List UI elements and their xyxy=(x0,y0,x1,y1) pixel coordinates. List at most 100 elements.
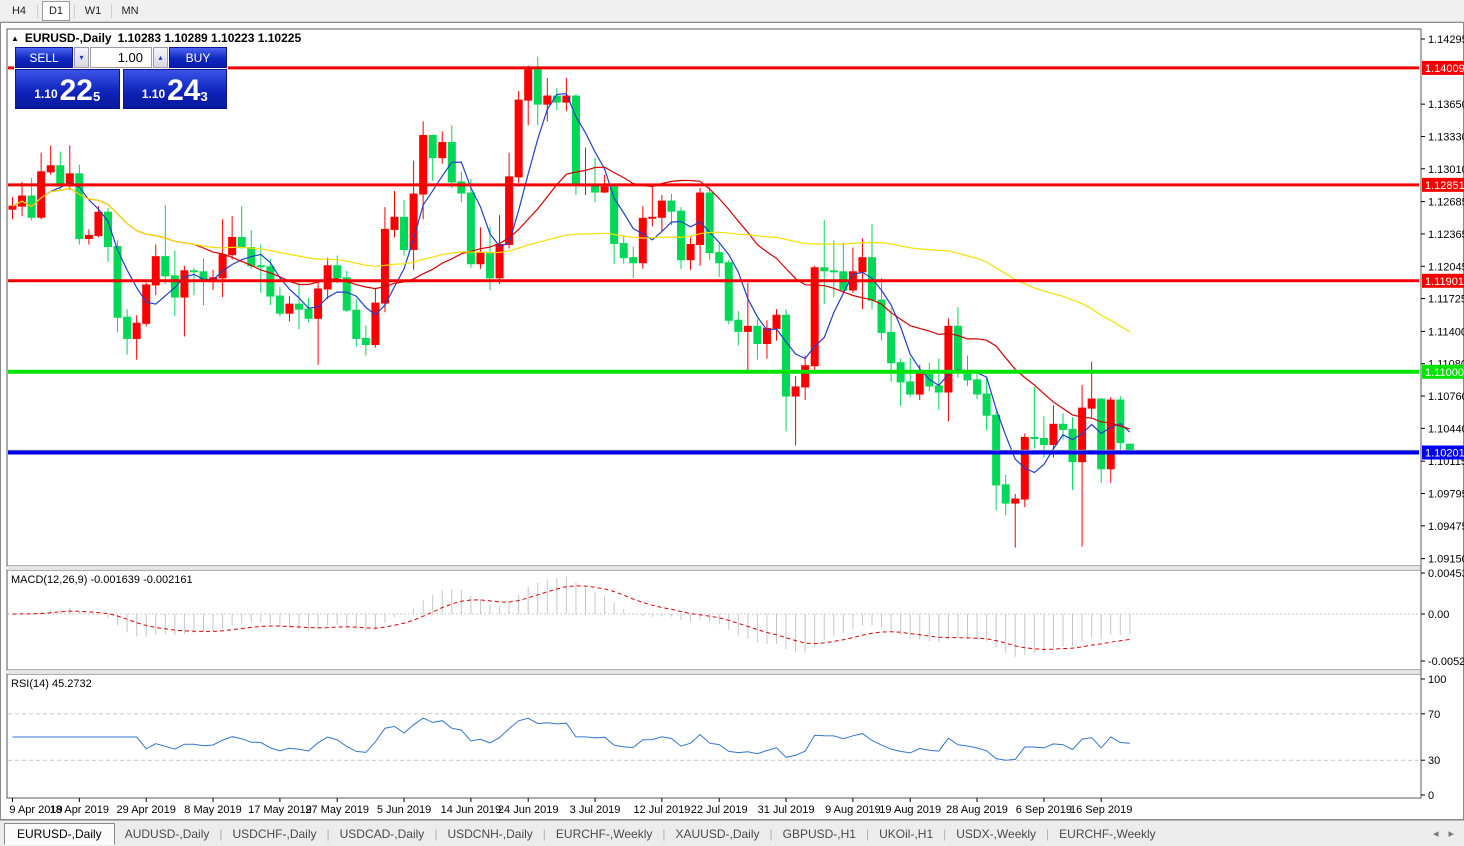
rsi-axis-label: 100 xyxy=(1428,674,1446,686)
toolbar-separator xyxy=(74,3,75,18)
buy-price-button[interactable]: 1.10 24 3 xyxy=(122,69,227,109)
tab-separator: | xyxy=(662,826,666,841)
price-badge-1.11000 xyxy=(1422,364,1464,379)
pane-splitter[interactable] xyxy=(7,566,1421,570)
main-chart-pane[interactable] xyxy=(6,28,1422,567)
chart-tab-eurchf-weekly[interactable]: EURCHF-,Weekly xyxy=(555,826,653,841)
buy-price-pip: 3 xyxy=(200,89,208,104)
date-tick-label: 9 Apr 2019 xyxy=(9,804,62,816)
one-click-trading-panel: SELL ▾ 1.00 ▴ BUY 1.10 22 5 1.10 24 3 xyxy=(14,46,228,110)
volume-increase-button[interactable]: ▴ xyxy=(153,47,168,68)
price-badge-label: 1.10201 xyxy=(1425,447,1464,459)
chart-title: ▲ EURUSD-,Daily 1.10283 1.10289 1.10223 … xyxy=(11,31,301,45)
chart-tab-eurchf-weekly[interactable]: EURCHF-,Weekly xyxy=(1059,826,1156,841)
sell-price-button[interactable]: 1.10 22 5 xyxy=(15,69,120,109)
price-badge-1.10201 xyxy=(1422,445,1464,460)
date-tick-label: 5 Jun 2019 xyxy=(377,804,431,816)
macd-axis-label: -0.005205 xyxy=(1428,656,1464,668)
buy-price-main: 24 xyxy=(167,74,201,107)
volume-decrease-button[interactable]: ▾ xyxy=(74,47,89,68)
macd-label: MACD(12,26,9) -0.001639 -0.002161 xyxy=(11,574,193,586)
date-tick-label: 31 Jul 2019 xyxy=(758,804,815,816)
tab-separator: | xyxy=(943,826,947,841)
date-tick-label: 18 Apr 2019 xyxy=(50,804,109,816)
macd-axis-label: 0.00 xyxy=(1428,609,1449,621)
one-click-collapse-icon[interactable]: ▲ xyxy=(11,33,19,43)
sell-price-pip: 5 xyxy=(93,89,101,104)
price-scale[interactable]: 1.14295 1.13650 1.13330 1.13010 1.12685 1.123… xyxy=(1421,34,1464,802)
tab-separator: | xyxy=(865,826,870,841)
chart-symbol-label: EURUSD-,Daily xyxy=(24,31,112,45)
timeframe-d1-button[interactable]: D1 xyxy=(42,0,70,21)
date-tick-label: 27 May 2019 xyxy=(305,804,369,816)
chart-ohlc-label: 1.10283 1.10289 1.10223 1.10225 xyxy=(117,31,302,45)
chart-tab-usdcad-daily[interactable]: USDCAD-,Daily xyxy=(339,826,425,841)
volume-input[interactable]: 1.00 xyxy=(90,47,152,68)
rsi-pane[interactable] xyxy=(6,673,1422,799)
date-tick-label: 12 Jul 2019 xyxy=(633,804,690,816)
chart-tab-ukoil-h1[interactable]: UKOil-,H1 xyxy=(879,826,934,841)
price-tick-label: 1.10760 xyxy=(1428,391,1464,403)
price-tick-label: 1.10440 xyxy=(1428,423,1464,435)
price-badge-1.11901 xyxy=(1422,273,1464,288)
chart-tab-usdcnh-daily[interactable]: USDCNH-,Daily xyxy=(447,826,533,841)
tab-scroll-left-button[interactable]: ◂ xyxy=(1432,828,1439,840)
date-tick-label: 29 Apr 2019 xyxy=(117,804,176,816)
timeframe-h4-button[interactable]: H4 xyxy=(11,4,27,17)
rsi-label: RSI(14) 45.2732 xyxy=(11,678,92,690)
date-tick-label: 16 Sep 2019 xyxy=(1070,804,1132,816)
chart-window[interactable]: 1.14295 1.13650 1.13330 1.13010 1.12685 1.123… xyxy=(0,22,1464,820)
date-tick-label: 22 Jul 2019 xyxy=(691,804,748,816)
tab-scroll-right-button[interactable]: ▸ xyxy=(1448,828,1454,840)
price-tick-label: 1.09475 xyxy=(1428,521,1464,533)
date-tick-label: 14 Jun 2019 xyxy=(441,804,502,816)
chart-tab-eurusd-daily[interactable]: EURUSD-,Daily xyxy=(4,823,115,845)
timeframe-mn-button[interactable]: MN xyxy=(121,4,139,17)
chart-tab-xauusd-daily[interactable]: XAUUSD-,Daily xyxy=(675,826,760,841)
macd-content: MACD(12,26,9) -0.001639 -0.002161 xyxy=(8,574,1419,658)
sell-button[interactable]: SELL xyxy=(15,47,73,68)
price-tick-label: 1.09150 xyxy=(1428,554,1464,566)
rsi-axis-label: 0 xyxy=(1428,790,1434,802)
main-pane-content[interactable] xyxy=(8,56,1419,548)
candlestick-chart[interactable]: 1.14295 1.13650 1.13330 1.13010 1.12685 1.123… xyxy=(1,23,1464,820)
pane-splitter[interactable] xyxy=(7,670,1421,674)
price-tick-label: 1.12365 xyxy=(1428,229,1464,241)
price-tick-label: 1.14295 xyxy=(1428,34,1464,46)
rsi-line xyxy=(12,717,1130,761)
tab-separator: | xyxy=(1046,826,1050,841)
toolbar-separator xyxy=(37,3,38,18)
price-badge-label: 1.12851 xyxy=(1425,180,1464,192)
macd-pane[interactable] xyxy=(6,569,1422,671)
price-badge-label: 1.14009 xyxy=(1425,63,1464,75)
macd-axis-label: 0.004536 xyxy=(1428,568,1464,580)
tab-separator: | xyxy=(769,826,773,841)
moving-average-5 xyxy=(12,92,1131,474)
price-tick-label: 1.13650 xyxy=(1428,99,1464,111)
price-badge-label: 1.11901 xyxy=(1425,276,1464,288)
tab-separator: | xyxy=(326,826,330,841)
date-tick-label: 3 Jul 2019 xyxy=(570,804,621,816)
price-badge-label: 1.11000 xyxy=(1425,367,1464,379)
chart-tab-gbpusd-h1[interactable]: GBPUSD-,H1 xyxy=(782,826,856,841)
chart-tab-usdx-weekly[interactable]: USDX-,Weekly xyxy=(956,826,1037,841)
price-badge-1.12851 xyxy=(1422,177,1464,192)
timeframe-toolbar: H4 D1 W1 MN xyxy=(0,0,1464,22)
rsi-axis-label: 30 xyxy=(1428,755,1440,767)
price-tick-label: 1.09795 xyxy=(1428,489,1464,501)
moving-average-60 xyxy=(12,187,1131,333)
buy-price-prefix: 1.10 xyxy=(141,87,166,101)
chart-tab-audusd-daily[interactable]: AUDUSD-,Daily xyxy=(124,826,210,841)
buy-button[interactable]: BUY xyxy=(169,47,227,68)
date-tick-label: 17 May 2019 xyxy=(248,804,312,816)
timeframe-w1-button[interactable]: W1 xyxy=(84,4,102,17)
chart-tab-usdchf-daily[interactable]: USDCHF-,Daily xyxy=(232,826,317,841)
price-tick-label: 1.13010 xyxy=(1428,164,1464,176)
price-tick-label: 1.12045 xyxy=(1428,261,1464,273)
price-badge-1.14009 xyxy=(1422,60,1464,75)
tab-separator: | xyxy=(219,826,223,841)
sell-price-main: 22 xyxy=(59,74,93,107)
toolbar-separator xyxy=(111,3,112,18)
rsi-content: RSI(14) 45.2732 xyxy=(8,678,1419,761)
